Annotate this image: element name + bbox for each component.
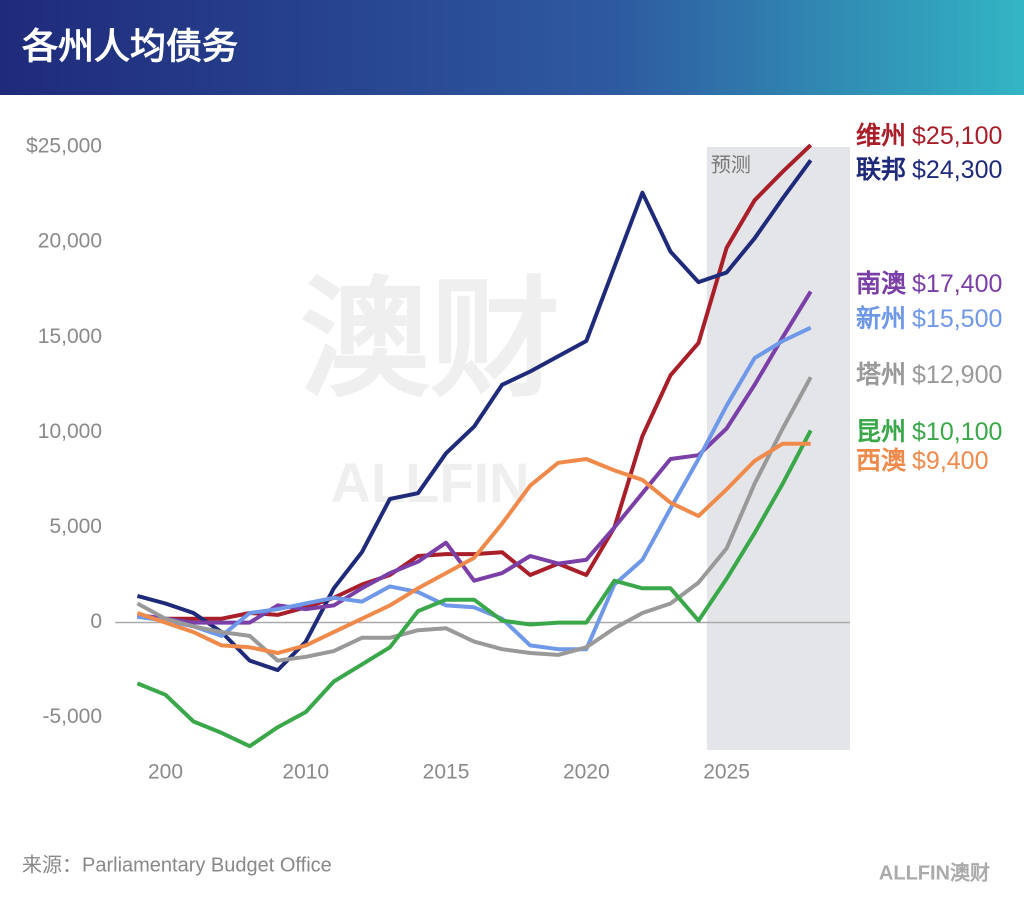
- value-label: $24,300: [912, 156, 1002, 184]
- value-label: $10,100: [912, 418, 1002, 446]
- x-tick-label: 2010: [282, 761, 329, 784]
- end-label: 新州 $15,500: [856, 304, 1002, 333]
- watermark-text: 澳财: [300, 266, 560, 412]
- logo: ALLFIN澳财: [879, 860, 990, 884]
- series-line: [136, 429, 813, 749]
- legend-name: 维州: [856, 121, 906, 150]
- legend-name: 昆州: [856, 418, 906, 446]
- x-tick-label: 2020: [563, 761, 610, 784]
- end-label: 联邦 $24,300: [856, 156, 1002, 184]
- value-label: $25,100: [912, 122, 1002, 150]
- y-tick-label: 20,000: [38, 230, 102, 253]
- value-label: $9,400: [912, 447, 988, 475]
- legend-name: 新州: [856, 304, 906, 333]
- y-tick-label: -5,000: [42, 705, 102, 728]
- value-label: $17,400: [912, 270, 1002, 298]
- y-tick-label: 15,000: [38, 325, 102, 348]
- source: 来源：Parliamentary Budget Office: [22, 853, 332, 876]
- legend-name: 西澳: [856, 446, 907, 475]
- end-label: 维州 $25,100: [856, 121, 1002, 150]
- legend-name: 塔州: [856, 361, 906, 389]
- y-tick-label: 10,000: [38, 420, 102, 443]
- end-label: 南澳 $17,400: [856, 269, 1002, 298]
- watermark-text: ALLFIN: [330, 451, 529, 514]
- y-tick-label: 5,000: [49, 515, 102, 538]
- series-line: [136, 441, 811, 655]
- series-line: [137, 325, 812, 652]
- header-banner: [0, 0, 1024, 95]
- end-label: 西澳 $9,400: [856, 446, 988, 475]
- y-tick-label: 0: [90, 610, 102, 633]
- watermark: 澳财 ALLFIN: [300, 266, 560, 513]
- x-tick-label: 200: [148, 761, 183, 784]
- series-line: [136, 376, 813, 663]
- series-line: [136, 159, 813, 673]
- x-tick-label: 2025: [703, 761, 750, 784]
- value-label: $12,900: [912, 361, 1002, 389]
- end-label: 塔州 $12,900: [856, 361, 1002, 389]
- legend-name: 南澳: [856, 269, 907, 298]
- x-tick-label: 2015: [423, 761, 470, 784]
- forecast-label: 预测: [711, 153, 751, 176]
- legend-name: 联邦: [856, 156, 906, 184]
- end-label: 昆州 $10,100: [856, 418, 1002, 446]
- value-label: $15,500: [912, 305, 1002, 333]
- y-tick-label: $25,000: [26, 135, 102, 158]
- chart-title: 各州人均债务: [22, 26, 238, 67]
